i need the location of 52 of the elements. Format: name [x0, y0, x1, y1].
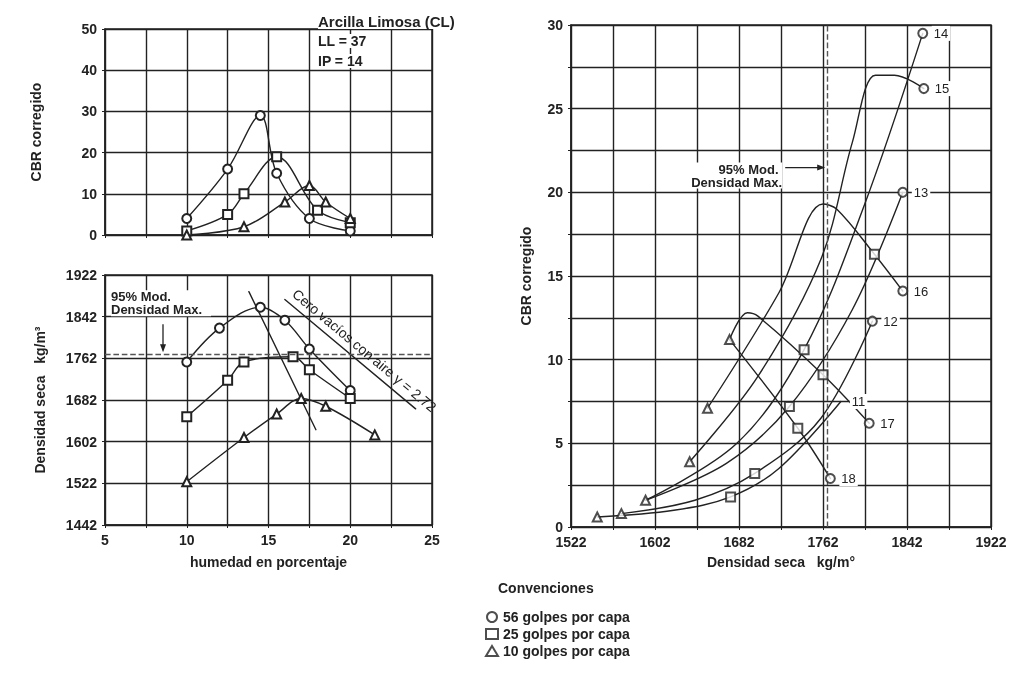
x-tick-label: 1842: [891, 534, 923, 550]
series-label: 11: [851, 394, 866, 409]
series-label: 12: [883, 313, 898, 329]
annotation: IP = 14: [318, 53, 363, 69]
x-tick-label: 15: [260, 532, 277, 548]
series-label: 15: [934, 81, 950, 97]
x-tick-label: 20: [342, 532, 359, 548]
x-axis-title: Densidad seca kg/m°: [707, 554, 855, 570]
y-tick-label: 20: [547, 184, 564, 201]
y-axis-title: Densidad seca kg/m³: [32, 326, 48, 474]
annotation: Arcilla Limosa (CL): [318, 13, 455, 30]
series-label: 18: [841, 470, 856, 486]
y-tick-label: 15: [547, 268, 564, 284]
y-tick-label: 30: [81, 103, 98, 120]
series-label: 17: [880, 415, 895, 431]
y-tick-label: 5: [555, 435, 564, 452]
y-tick-label: 1842: [65, 308, 98, 325]
y-tick-label: 25: [547, 100, 564, 117]
y-tick-label: 1762: [65, 350, 98, 367]
annotation: LL = 37: [318, 33, 367, 49]
x-tick-label: 1602: [639, 534, 671, 550]
y-tick-label: 1522: [65, 475, 98, 492]
y-tick-label: 50: [81, 21, 98, 37]
y-tick-label: 10: [547, 351, 564, 368]
legend-label: 56 golpes por capa: [503, 609, 631, 625]
y-tick-label: 1922: [65, 267, 98, 283]
y-tick-label: 30: [547, 17, 564, 33]
x-axis-title: humedad en porcentaje: [189, 554, 348, 570]
x-tick-label: 25: [424, 532, 440, 548]
y-tick-label: 20: [81, 144, 98, 161]
y-tick-label: 10: [81, 185, 98, 202]
y-tick-label: 0: [89, 227, 98, 243]
y-tick-label: 40: [81, 62, 98, 79]
ref-line-label: 95% Mod. Densidad Max.: [691, 161, 783, 190]
x-tick-label: 10: [178, 532, 195, 548]
y-tick-label: 0: [555, 519, 564, 535]
y-tick-label: 1442: [65, 517, 98, 533]
x-tick-label: 5: [101, 532, 110, 548]
x-tick-label: 1922: [975, 534, 1007, 550]
series-label: 14: [933, 25, 949, 41]
x-tick-label: 1762: [807, 534, 839, 550]
series-label: 13: [913, 184, 929, 200]
legend-label: 25 golpes por capa: [503, 626, 631, 642]
x-tick-label: 1682: [723, 534, 755, 550]
y-axis-title: CBR corregido: [28, 82, 44, 182]
y-tick-label: 1602: [65, 433, 98, 450]
legend-label: 10 golpes por capa: [503, 643, 631, 659]
series-label: 16: [913, 283, 929, 299]
y-axis-title: CBR corregido: [518, 226, 534, 326]
y-tick-label: 1682: [65, 392, 98, 408]
legend-title: Convenciones: [498, 580, 594, 596]
ref-line-label: 95% Mod. Densidad Max.: [111, 289, 203, 318]
